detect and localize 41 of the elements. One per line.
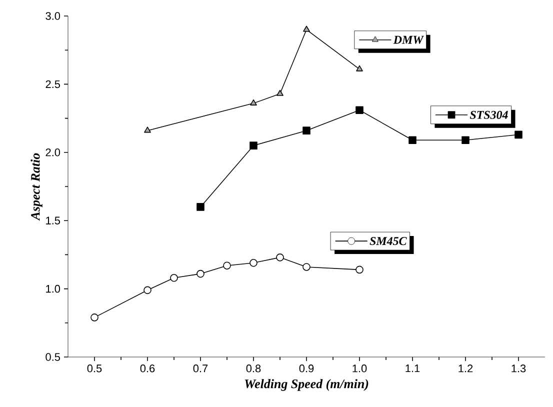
point — [276, 90, 284, 96]
y-tick-label: 1.5 — [46, 216, 60, 224]
point — [144, 126, 151, 133]
point — [356, 266, 364, 274]
legend-label: DMW — [393, 36, 424, 44]
point — [223, 262, 231, 270]
y-tick-label: 3.0 — [46, 12, 60, 20]
x-tick-label: 0.5 — [87, 364, 102, 372]
point — [302, 126, 310, 134]
x-tick-label: 1.3 — [512, 364, 526, 372]
y-tick-label: 2.0 — [46, 148, 60, 156]
point — [462, 136, 470, 144]
y-axis-title: Aspect Ratio — [30, 153, 42, 221]
x-tick-label: 0.8 — [246, 364, 261, 372]
x-axis-title: Welding Speed (m/min) — [244, 379, 368, 391]
point — [302, 263, 310, 271]
point — [408, 136, 416, 144]
point — [250, 142, 258, 150]
point — [250, 99, 257, 106]
y-tick-label: 2.5 — [46, 80, 60, 88]
point — [196, 203, 204, 211]
legend-label: SM45C — [370, 237, 407, 246]
point — [276, 254, 284, 262]
x-tick-label: 1.2 — [458, 364, 473, 372]
point — [170, 274, 178, 282]
x-tick-label: 0.6 — [140, 364, 155, 372]
x-tick-label: 0.7 — [193, 364, 208, 372]
point — [196, 270, 204, 278]
x-tick-label: 1.0 — [352, 364, 367, 372]
point — [303, 26, 310, 32]
y-tick-label: 1.0 — [46, 284, 60, 293]
point — [250, 258, 258, 267]
legend-label: STS304 — [470, 110, 508, 119]
point — [144, 286, 152, 294]
point — [514, 130, 522, 139]
y-tick-label: 0.5 — [46, 353, 60, 361]
point — [356, 65, 363, 72]
point — [90, 314, 98, 322]
x-tick-label: 0.9 — [299, 364, 314, 372]
x-tick-label: 1.1 — [406, 364, 420, 372]
point — [356, 106, 364, 114]
